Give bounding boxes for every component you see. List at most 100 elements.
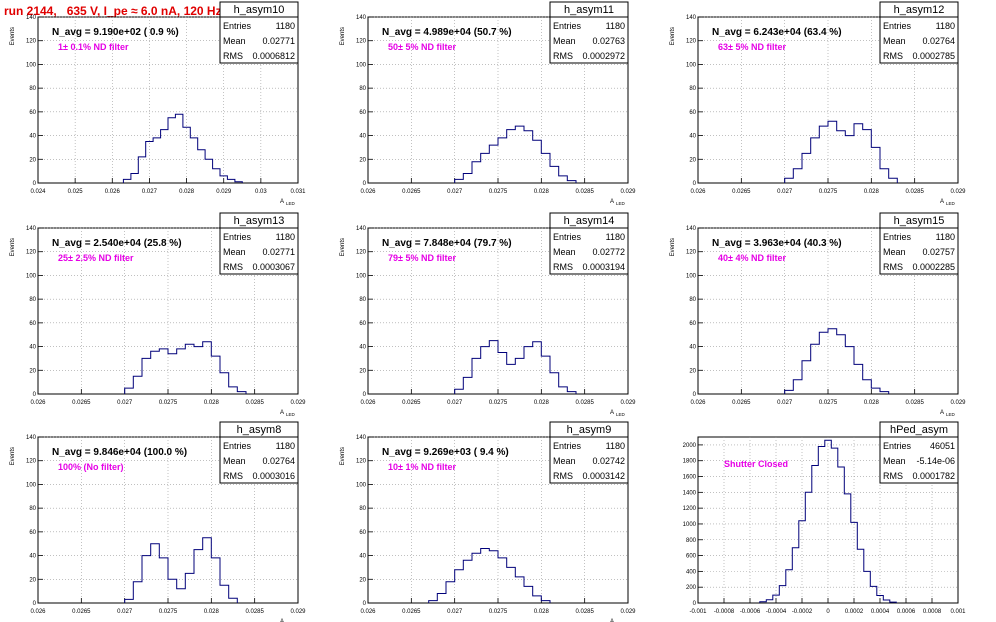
histogram-line [784,120,898,183]
x-tick-label: 0.0285 [905,189,924,195]
histogram-line [428,548,551,603]
histogram-name: h_asym9 [567,424,612,436]
y-tick-label: 20 [29,157,36,163]
stats-label: RMS [553,471,573,481]
histogram-bin [213,169,220,183]
y-tick-label: 100 [26,482,37,488]
x-tick-label: 0.027 [447,400,463,406]
x-tick-label: 0.0265 [402,400,421,406]
histogram-bin [559,387,568,394]
histogram-bin [880,392,889,394]
histogram-line [784,328,890,394]
stats-value: 0.02763 [592,36,625,46]
y-axis-label: Events [10,238,16,256]
stats-value: 1180 [606,232,625,242]
stats-label: Entries [883,232,912,242]
histogram-bin [533,140,542,183]
x-tick-label: 0.0265 [732,189,751,195]
histogram-bin [489,341,498,394]
stats-label: RMS [223,471,243,481]
histogram-bin [481,347,490,394]
stats-value: 1180 [606,441,625,451]
histogram-bin [857,549,864,603]
navg-label: N_avg = 9.846e+04 (100.0 %) [52,447,187,458]
y-tick-label: 100 [356,273,367,279]
histogram-bin [498,353,507,395]
histogram-bin [168,579,177,603]
x-tick-label: 0.026 [360,609,376,615]
histogram-bin [811,344,820,394]
y-tick-label: 140 [686,226,697,232]
histogram-line [454,340,577,394]
stats-box [549,436,629,484]
histogram-bin [515,358,524,394]
stats-label: RMS [883,262,903,272]
x-tick-label: 0.028 [864,189,880,195]
filter-annotation: 100% (No filter) [58,462,124,472]
histogram-bin [793,380,802,394]
x-tick-label: 0.029 [620,189,636,195]
histogram-bin [877,595,884,603]
histogram-bin [773,595,780,603]
x-tick-label: 0.026 [105,189,121,195]
stats-value: 0.0003016 [252,471,295,481]
x-tick-label: 0.028 [534,609,550,615]
x-tick-label: 0.0265 [402,189,421,195]
histogram-line [124,537,238,603]
stats-label: Entries [223,441,252,451]
filter-annotation: 10± 1% ND filter [388,462,456,472]
histogram-panel-h_asym15: 0.026 0.0265 0.027 0.0275 0.028 0.0285 0.029 20… [670,212,966,417]
histogram-bin [828,329,837,394]
histogram-bin [863,380,872,394]
y-tick-label: 2000 [683,443,697,449]
histogram-bin [541,153,550,183]
histogram-bin [507,567,516,603]
stats-value: 0.0002285 [912,262,955,272]
stats-value: 0.02771 [262,36,295,46]
histogram-bin [828,121,837,183]
histogram-panel-h_asym8: 0.026 0.0265 0.027 0.0275 0.028 0.0285 0.029 20… [10,421,306,622]
run-title: run 2144, 635 V, I_pe ≈ 6.0 nA, 120 Hz [4,4,222,18]
histogram-bin [890,602,897,603]
x-tick-label: 0.028 [534,189,550,195]
x-tick-label: 0.027 [447,609,463,615]
x-tick-label: 0.0285 [905,400,924,406]
filter-annotation: 63± 5% ND filter [718,42,786,52]
y-tick-label: 80 [29,297,36,303]
histogram-bin [472,358,481,394]
x-tick-label: 0.0285 [575,609,594,615]
stats-value: 46051 [930,441,955,451]
histogram-bin [515,126,524,183]
histogram-bin [177,349,186,394]
histogram-bin [220,585,229,603]
y-tick-label: 80 [29,506,36,512]
histogram-bin [802,361,811,394]
stats-value: 1180 [276,21,295,31]
x-tick-label: 0.026 [360,400,376,406]
histogram-bin [203,538,212,603]
x-tick-label: 0.0275 [489,609,508,615]
x-tick-label: 0.0002 [845,609,864,615]
stats-label: RMS [223,51,243,61]
histogram-bin [183,127,190,183]
y-tick-label: 40 [29,134,36,140]
histogram-bin [507,130,516,183]
y-tick-label: 0 [363,601,367,607]
stats-box [219,436,299,484]
x-tick-label: 0.027 [117,400,133,406]
stats-label: Entries [553,21,582,31]
y-tick-label: 80 [689,86,696,92]
histogram-panel-hPed_asym: -0.001 -0.0008 -0.0006 -0.0004 -0.0002 0 0.000… [683,421,966,615]
histogram-bin [175,114,182,183]
histogram-bin [198,150,205,183]
x-tick-label: -0.0006 [740,609,761,615]
y-tick-label: 0 [363,181,367,187]
histogram-bin [437,594,446,603]
histogram-panel-h_asym11: 0.026 0.0265 0.027 0.0275 0.028 0.0285 0.029 20… [340,1,636,206]
histogram-bin [550,373,559,394]
y-tick-label: 0 [693,601,697,607]
x-tick-label: 0.029 [290,400,306,406]
stats-value: 0.02757 [922,247,955,257]
